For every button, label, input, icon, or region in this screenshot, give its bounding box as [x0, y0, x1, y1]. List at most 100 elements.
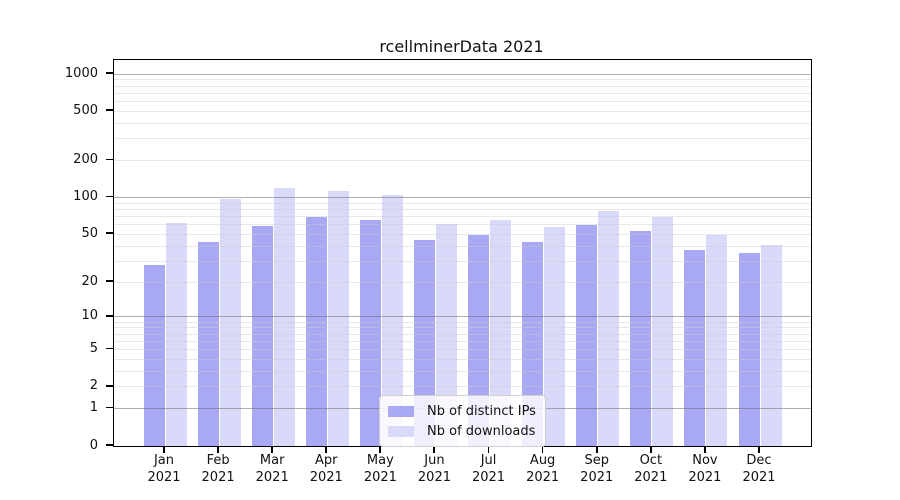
gridline-600 [114, 101, 811, 103]
ytick-mark-10 [106, 314, 113, 317]
xtick-mark-jul [487, 447, 490, 453]
gridline-3 [114, 370, 811, 372]
ytick-mark-1000 [106, 72, 113, 74]
xtick-label-sep: Sep 2021 [580, 453, 614, 485]
ytick-mark-200 [106, 158, 113, 161]
ytick-label-5: 5 [89, 341, 98, 357]
legend: Nb of distinct IPs Nb of downloads [379, 395, 546, 447]
ytick-mark-0 [106, 444, 113, 446]
chart-title: rcellminerData 2021 [379, 37, 544, 56]
ytick-mark-1 [106, 406, 113, 409]
ytick-label-0: 0 [89, 437, 98, 453]
ytick-label-500: 500 [73, 102, 98, 118]
bar-nb-of-downloads-dec [760, 244, 782, 446]
xtick-label-may: May 2021 [363, 453, 397, 485]
gridline-60 [114, 224, 811, 226]
gridline-70 [114, 216, 811, 218]
xtick-label-oct: Oct 2021 [634, 453, 668, 485]
ytick-label-50: 50 [81, 225, 98, 241]
ytick-mark-20 [106, 280, 113, 282]
xtick-mark-sep [595, 447, 598, 453]
legend-label-distinct-ips: Nb of distinct IPs [427, 403, 536, 419]
bar-nb-of-downloads-jun [435, 223, 457, 446]
gridline-20 [114, 281, 811, 283]
xtick-mark-nov [703, 447, 706, 453]
ytick-mark-100 [106, 195, 113, 198]
gridline-30 [114, 260, 811, 262]
ytick-label-1000: 1000 [64, 65, 98, 81]
bar-nb-of-distinct-ips-feb [197, 242, 219, 446]
xtick-mark-feb [217, 447, 219, 453]
gridline-50 [114, 233, 811, 235]
bar-nb-of-downloads-oct [652, 217, 674, 446]
ytick-label-20: 20 [81, 273, 98, 289]
gridline-2 [114, 386, 811, 388]
gridline-80 [114, 208, 811, 210]
bar-nb-of-downloads-jul [490, 219, 512, 446]
gridline-900 [114, 79, 811, 81]
gridline-8 [114, 327, 811, 329]
xtick-label-nov: Nov 2021 [688, 453, 722, 485]
gridline-500 [114, 110, 811, 112]
bar-nb-of-downloads-nov [706, 235, 728, 446]
ytick-mark-50 [106, 232, 113, 235]
legend-swatch-downloads [388, 425, 414, 437]
bar-nb-of-distinct-ips-dec [738, 253, 760, 446]
gridline-400 [114, 122, 811, 124]
xtick-label-aug: Aug 2021 [526, 453, 560, 485]
bar-nb-of-downloads-apr [327, 191, 349, 446]
gridline-200 [114, 160, 811, 162]
ytick-label-10: 10 [81, 308, 98, 324]
xtick-mark-oct [649, 447, 652, 453]
bar-nb-of-distinct-ips-mar [251, 225, 273, 446]
ytick-mark-5 [106, 347, 113, 350]
xtick-label-jul: Jul 2021 [471, 453, 506, 485]
xtick-label-apr: Apr 2021 [309, 453, 343, 485]
gridline-300 [114, 138, 811, 140]
bar-nb-of-downloads-may [381, 195, 403, 446]
gridline-1000 [114, 73, 811, 75]
xtick-label-dec: Dec 2021 [742, 453, 776, 485]
gridline-5 [114, 349, 811, 351]
legend-swatch-distinct-ips [388, 405, 414, 417]
gridline-9 [114, 321, 811, 323]
gridline-40 [114, 245, 811, 247]
bar-nb-of-downloads-aug [544, 226, 566, 446]
bar-nb-of-downloads-jan [165, 222, 187, 446]
gridline-700 [114, 92, 811, 94]
legend-row-distinct-ips: Nb of distinct IPs [388, 401, 536, 421]
xtick-mark-apr [325, 447, 328, 453]
ytick-mark-2 [106, 384, 113, 387]
gridline-4 [114, 358, 811, 360]
gridline-800 [114, 85, 811, 87]
ytick-mark-500 [106, 109, 113, 112]
gridline-7 [114, 333, 811, 335]
gridline-10 [114, 316, 811, 318]
xtick-mark-may [379, 447, 382, 453]
bar-nb-of-downloads-feb [219, 198, 241, 446]
xtick-label-feb: Feb 2021 [201, 453, 235, 485]
gridline-6 [114, 340, 811, 342]
bar-nb-of-distinct-ips-jan [143, 264, 165, 446]
xtick-label-jun: Jun 2021 [417, 453, 451, 485]
bar-nb-of-distinct-ips-apr [305, 217, 327, 446]
ytick-label-2: 2 [89, 378, 98, 394]
bar-nb-of-downloads-sep [598, 210, 620, 446]
xtick-mark-jun [433, 447, 436, 453]
gridline-90 [114, 202, 811, 204]
xtick-mark-aug [541, 447, 544, 453]
legend-label-downloads: Nb of downloads [427, 423, 536, 439]
ytick-label-100: 100 [73, 189, 98, 205]
xtick-label-jan: Jan 2021 [147, 453, 181, 485]
xtick-mark-mar [271, 447, 273, 453]
legend-row-downloads: Nb of downloads [388, 421, 536, 441]
bar-nb-of-distinct-ips-oct [630, 231, 652, 446]
bar-nb-of-distinct-ips-may [359, 220, 381, 446]
xtick-mark-jan [163, 447, 165, 453]
ytick-label-200: 200 [73, 152, 98, 168]
bar-nb-of-distinct-ips-jul [468, 235, 490, 446]
ytick-label-1: 1 [89, 400, 98, 416]
xtick-mark-dec [758, 447, 760, 453]
bar-nb-of-distinct-ips-nov [684, 250, 706, 446]
